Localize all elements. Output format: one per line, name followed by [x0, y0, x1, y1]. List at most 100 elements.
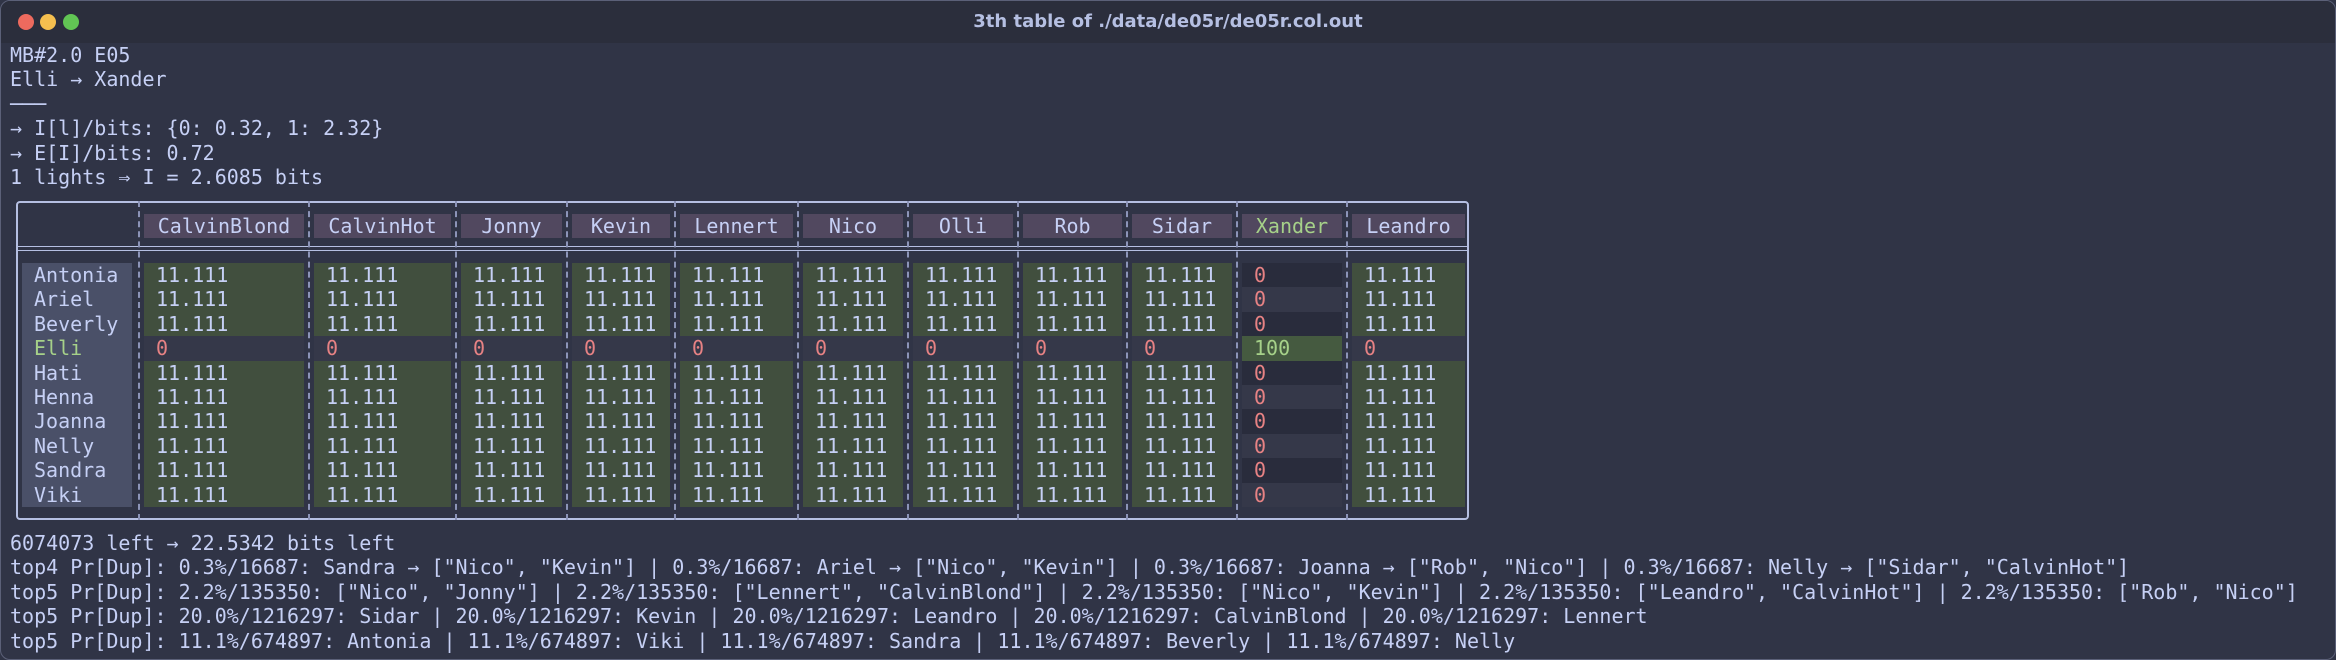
table-cell: 11.111: [314, 482, 451, 507]
header-separator: [16, 246, 1469, 251]
maximize-button[interactable]: [63, 14, 79, 30]
row-label: Ariel: [34, 287, 95, 312]
table-cell: 0: [1242, 482, 1342, 507]
footer-line: 6074073 left → 22.5342 bits left: [10, 531, 396, 555]
table-cell: 11.111: [314, 311, 451, 337]
table-cell: 0: [913, 336, 1013, 361]
table-cell: 11.111: [1132, 385, 1232, 410]
table-cell: 11.111: [572, 287, 670, 312]
table-cell: 11.111: [680, 385, 793, 410]
table-cell: 11.111: [572, 385, 670, 410]
table-cell: 11.111: [1352, 385, 1465, 410]
table-cell: 0: [1242, 433, 1342, 459]
row-label-column: [22, 263, 132, 507]
footer-line: top5 Pr[Dup]: 2.2%/135350: ["Nico", "Jon…: [10, 579, 2298, 604]
table-cell: 11.111: [144, 385, 304, 410]
table-cell: 11.111: [572, 433, 670, 459]
table-cell: 0: [680, 336, 793, 361]
table-cell: 11.111: [680, 287, 793, 312]
column-header: Nico: [803, 214, 903, 238]
row-label: Hati: [34, 360, 83, 385]
table-cell: 11.111: [803, 433, 903, 459]
row-label: Antonia: [34, 263, 119, 287]
table-cell: 11.111: [803, 409, 903, 434]
table-cell: 11.111: [314, 287, 451, 312]
table-cell: 11.111: [1023, 458, 1122, 483]
row-label: Beverly: [34, 311, 119, 336]
table-cell: 11.111: [572, 482, 670, 507]
table-cell: 11.111: [1023, 311, 1122, 337]
table-cell: 0: [1242, 385, 1342, 410]
table-cell: 11.111: [314, 458, 451, 483]
table-cell: 0: [1242, 287, 1342, 312]
table-cell: 11.111: [461, 263, 562, 288]
table-cell: 11.111: [913, 311, 1013, 337]
table-cell: 11.111: [1132, 482, 1232, 507]
table-cell: 0: [572, 336, 670, 361]
close-button[interactable]: [18, 14, 34, 30]
table-cell: 11.111: [1352, 263, 1465, 288]
table-cell: 11.111: [461, 385, 562, 410]
column-header: CalvinHot: [314, 214, 451, 238]
table-cell: 11.111: [572, 409, 670, 434]
table-cell: 11.111: [803, 360, 903, 385]
column-separator: [1236, 201, 1238, 520]
table-cell: 11.111: [314, 263, 451, 288]
column-separator: [1017, 201, 1019, 520]
table-cell: 11.111: [144, 311, 304, 337]
minimize-button[interactable]: [40, 14, 56, 30]
title-bar: 3th table of ./data/de05r/de05r.col.out: [1, 1, 2335, 43]
table-cell: 11.111: [461, 360, 562, 385]
table-cell: 11.111: [1023, 287, 1122, 312]
column-separator: [797, 201, 799, 520]
table-cell: 11.111: [144, 458, 304, 483]
column-header: Rob: [1023, 214, 1122, 238]
table-cell: 11.111: [803, 287, 903, 312]
table-cell: 11.111: [144, 360, 304, 385]
table-cell: 11.111: [144, 263, 304, 288]
table-cell: 11.111: [1023, 433, 1122, 459]
table-cell: 11.111: [572, 458, 670, 483]
row-label: Henna: [34, 385, 95, 409]
table-cell: 11.111: [1352, 287, 1465, 312]
table-cell: 11.111: [913, 458, 1013, 483]
table-cell: 0: [1242, 360, 1342, 385]
column-separator: [566, 201, 568, 520]
column-separator: [1346, 201, 1348, 520]
column-separator: [138, 201, 140, 520]
table-cell: 11.111: [680, 360, 793, 385]
table-cell: 0: [1132, 336, 1232, 361]
table-cell: 11.111: [680, 409, 793, 434]
table-cell: 100: [1242, 336, 1342, 361]
table-cell: 11.111: [913, 433, 1013, 459]
footer-line: top5 Pr[Dup]: 20.0%/1216297: Sidar | 20.…: [10, 604, 1648, 629]
table-cell: 11.111: [314, 385, 451, 410]
table-cell: 11.111: [1023, 263, 1122, 288]
table-cell: 11.111: [461, 311, 562, 337]
column-header: Olli: [913, 214, 1013, 238]
header-line: MB#2.0 E05: [10, 43, 131, 67]
table-border: [16, 201, 1469, 520]
table-cell: 0: [1023, 336, 1122, 361]
table-cell: 11.111: [803, 263, 903, 288]
table-cell: 11.111: [1132, 287, 1232, 312]
table-cell: 0: [314, 336, 451, 361]
table-cell: 11.111: [913, 287, 1013, 312]
table-cell: 11.111: [1023, 360, 1122, 385]
column-separator: [1126, 201, 1128, 520]
table-cell: 11.111: [913, 385, 1013, 410]
table-cell: 11.111: [680, 311, 793, 337]
table-cell: 11.111: [461, 433, 562, 459]
table-cell: 0: [1242, 458, 1342, 483]
column-header: CalvinBlond: [144, 214, 304, 238]
table-cell: 0: [1242, 409, 1342, 434]
column-header: Kevin: [572, 214, 670, 238]
row-label: Elli: [34, 336, 83, 361]
table-cell: 11.111: [803, 458, 903, 483]
table-cell: 11.111: [680, 458, 793, 483]
table-cell: 0: [1242, 311, 1342, 337]
table-cell: 11.111: [314, 360, 451, 385]
header-line: ───: [10, 91, 47, 116]
table-cell: 11.111: [144, 409, 304, 434]
column-header: Jonny: [461, 214, 562, 238]
